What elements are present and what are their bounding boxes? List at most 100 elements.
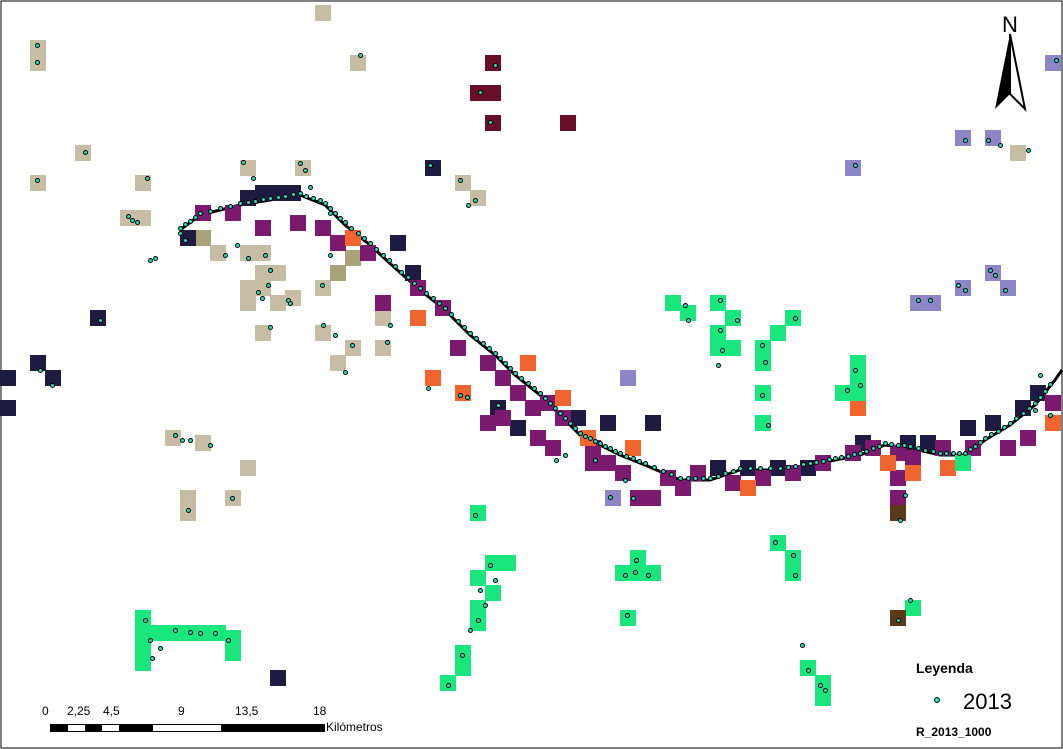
occurrence-point xyxy=(944,451,950,456)
occurrence-point xyxy=(268,325,273,330)
occurrence-point xyxy=(853,368,858,373)
grid-cell xyxy=(345,340,361,356)
occurrence-point xyxy=(493,351,498,356)
occurrence-point xyxy=(793,316,798,321)
occurrence-point xyxy=(908,598,913,603)
occurrence-point xyxy=(624,453,630,459)
occurrence-point xyxy=(358,53,363,58)
occurrence-point xyxy=(385,340,390,345)
grid-cell xyxy=(725,340,741,356)
occurrence-point xyxy=(468,331,473,336)
grid-cell xyxy=(290,215,306,231)
occurrence-point xyxy=(1026,148,1031,153)
grid-cell xyxy=(880,455,896,471)
occurrence-point xyxy=(338,216,343,221)
occurrence-point xyxy=(851,452,857,458)
occurrence-point xyxy=(320,283,325,288)
grid-cell xyxy=(150,625,166,641)
grid-cell xyxy=(530,430,546,446)
occurrence-point xyxy=(493,578,498,583)
occurrence-point xyxy=(593,438,598,444)
occurrence-point xyxy=(455,318,461,324)
occurrence-point xyxy=(583,433,588,439)
occurrence-point xyxy=(478,90,483,95)
occurrence-point xyxy=(198,211,203,216)
occurrence-point xyxy=(998,143,1003,148)
occurrence-point xyxy=(153,256,158,261)
grid-cell xyxy=(785,550,801,566)
occurrence-point xyxy=(930,449,936,455)
occurrence-point xyxy=(183,222,188,228)
occurrence-point xyxy=(350,343,355,348)
occurrence-point xyxy=(83,150,88,155)
occurrence-point xyxy=(716,363,721,368)
occurrence-point xyxy=(213,631,218,636)
grid-cell xyxy=(330,235,346,251)
occurrence-point xyxy=(578,431,583,436)
grid-cell xyxy=(890,505,906,521)
grid-cell xyxy=(1010,145,1026,161)
occurrence-point xyxy=(458,178,463,183)
grid-cell xyxy=(315,280,331,296)
occurrence-point xyxy=(241,160,246,165)
occurrence-point xyxy=(646,573,651,578)
occurrence-point xyxy=(858,383,863,388)
grid-cell xyxy=(30,40,46,56)
occurrence-point xyxy=(864,448,870,454)
occurrence-point xyxy=(321,323,326,328)
scale-tick-label: 9 xyxy=(178,704,185,718)
grid-cell xyxy=(1020,430,1036,446)
occurrence-point xyxy=(130,218,135,223)
grid-cell xyxy=(905,465,921,481)
occurrence-point xyxy=(1014,416,1020,421)
occurrence-point xyxy=(758,466,763,471)
occurrence-point xyxy=(458,393,463,398)
occurrence-point xyxy=(380,252,386,258)
occurrence-point xyxy=(1038,394,1043,400)
grid-cell xyxy=(630,565,646,581)
occurrence-point xyxy=(608,495,613,500)
grid-cell xyxy=(195,625,211,641)
grid-cell xyxy=(165,625,181,641)
occurrence-point xyxy=(290,192,296,198)
occurrence-point xyxy=(323,201,328,206)
grid-cell xyxy=(180,505,196,521)
grid-cell xyxy=(850,400,866,416)
grid-cell xyxy=(450,340,466,356)
occurrence-point xyxy=(260,296,265,301)
grid-cell xyxy=(710,460,726,476)
occurrence-point xyxy=(908,444,913,449)
occurrence-point xyxy=(715,473,721,479)
grid-cell xyxy=(330,265,346,281)
grid-cell xyxy=(740,480,756,496)
occurrence-point xyxy=(35,60,40,65)
occurrence-point xyxy=(183,238,188,243)
occurrence-point xyxy=(748,466,753,471)
occurrence-point xyxy=(525,381,531,386)
grid-cell xyxy=(240,460,256,476)
grid-cell xyxy=(375,295,391,311)
occurrence-point xyxy=(374,246,380,252)
occurrence-point xyxy=(553,406,558,411)
occurrence-point xyxy=(573,426,578,431)
occurrence-point xyxy=(303,168,308,173)
occurrence-point xyxy=(543,396,548,401)
grid-cell xyxy=(470,570,486,586)
grid-cell xyxy=(1000,440,1016,456)
grid-cell xyxy=(1045,415,1061,431)
grid-cell xyxy=(570,410,586,426)
occurrence-point xyxy=(208,443,213,448)
occurrence-point xyxy=(720,348,725,353)
occurrence-point xyxy=(808,461,813,466)
grid-cell xyxy=(845,160,861,176)
occurrence-point xyxy=(598,441,603,446)
occurrence-point xyxy=(603,443,608,449)
grid-cell xyxy=(315,5,331,21)
occurrence-point xyxy=(643,461,648,466)
occurrence-point xyxy=(173,433,178,438)
grid-cell xyxy=(350,55,366,71)
occurrence-point xyxy=(963,288,968,293)
occurrence-point xyxy=(1038,373,1043,378)
grid-cell xyxy=(375,310,391,326)
